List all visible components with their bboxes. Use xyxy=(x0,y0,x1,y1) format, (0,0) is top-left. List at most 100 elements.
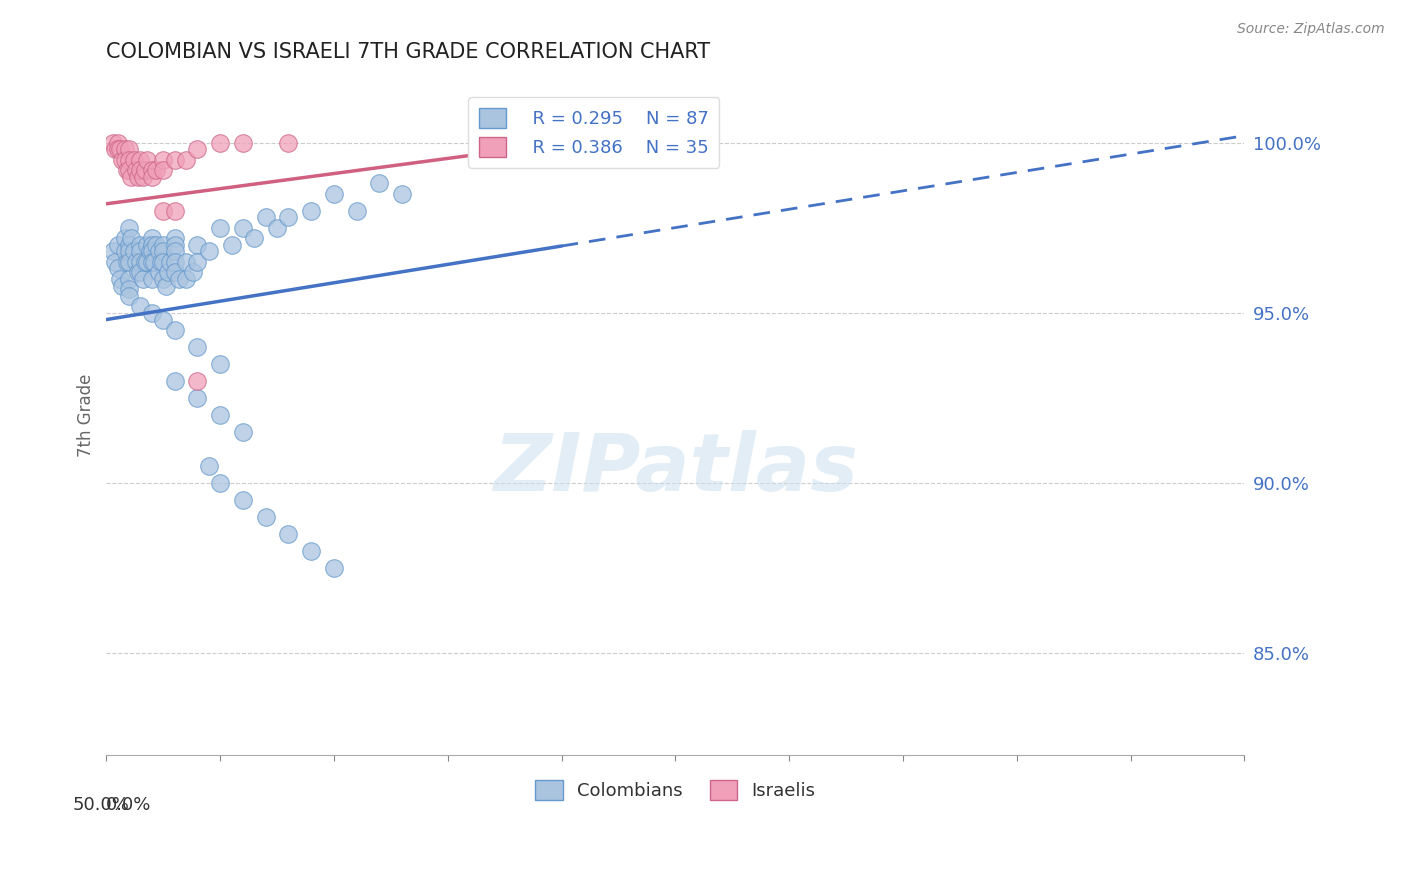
Point xyxy=(346,203,368,218)
Point xyxy=(118,282,141,296)
Point xyxy=(197,244,219,259)
Point xyxy=(107,261,129,276)
Text: 50.0%: 50.0% xyxy=(72,797,129,814)
Point xyxy=(174,271,197,285)
Point xyxy=(115,254,138,268)
Point xyxy=(129,254,152,268)
Point xyxy=(209,357,232,371)
Point xyxy=(118,271,141,285)
Point xyxy=(209,475,232,490)
Point xyxy=(114,153,136,167)
Point xyxy=(323,561,346,575)
Point xyxy=(163,203,186,218)
Point xyxy=(145,237,167,252)
Point xyxy=(152,312,174,326)
Point xyxy=(129,237,152,252)
Point xyxy=(122,153,145,167)
Point xyxy=(232,136,254,150)
Point xyxy=(197,458,219,473)
Point xyxy=(152,244,174,259)
Point xyxy=(111,153,134,167)
Point xyxy=(163,254,186,268)
Point xyxy=(141,306,163,320)
Point xyxy=(108,142,131,156)
Point xyxy=(141,271,163,285)
Y-axis label: 7th Grade: 7th Grade xyxy=(77,373,96,457)
Point xyxy=(209,220,232,235)
Point xyxy=(186,374,208,388)
Point xyxy=(127,169,149,184)
Point xyxy=(391,186,413,201)
Point xyxy=(148,244,170,259)
Point xyxy=(266,220,288,235)
Point xyxy=(125,254,148,268)
Point xyxy=(152,153,174,167)
Point xyxy=(167,271,190,285)
Point xyxy=(141,254,163,268)
Point xyxy=(254,510,277,524)
Point xyxy=(186,237,208,252)
Point xyxy=(141,162,163,177)
Point xyxy=(163,231,186,245)
Point xyxy=(115,162,138,177)
Point xyxy=(186,391,208,405)
Point xyxy=(149,254,172,268)
Point xyxy=(186,254,208,268)
Point xyxy=(368,177,391,191)
Point xyxy=(152,162,174,177)
Point xyxy=(323,186,346,201)
Point xyxy=(141,231,163,245)
Point xyxy=(174,254,197,268)
Point xyxy=(129,244,152,259)
Point xyxy=(118,220,141,235)
Point xyxy=(155,278,177,293)
Point xyxy=(148,265,170,279)
Point xyxy=(129,299,152,313)
Point xyxy=(163,237,186,252)
Point xyxy=(129,153,152,167)
Point xyxy=(181,265,204,279)
Point xyxy=(134,162,156,177)
Point xyxy=(127,265,149,279)
Point xyxy=(132,169,155,184)
Point xyxy=(156,265,179,279)
Text: Source: ZipAtlas.com: Source: ZipAtlas.com xyxy=(1237,22,1385,37)
Point xyxy=(118,289,141,303)
Point xyxy=(107,136,129,150)
Point xyxy=(114,142,136,156)
Point xyxy=(104,254,127,268)
Point xyxy=(120,169,142,184)
Point xyxy=(125,162,148,177)
Legend: Colombians, Israelis: Colombians, Israelis xyxy=(529,773,823,807)
Point xyxy=(122,244,145,259)
Point xyxy=(129,265,152,279)
Point xyxy=(136,153,159,167)
Point xyxy=(118,244,141,259)
Point xyxy=(114,231,136,245)
Point xyxy=(132,271,155,285)
Point xyxy=(232,220,254,235)
Point xyxy=(152,254,174,268)
Point xyxy=(118,162,141,177)
Point xyxy=(143,254,166,268)
Point xyxy=(277,136,299,150)
Point xyxy=(118,237,141,252)
Point xyxy=(101,136,124,150)
Point xyxy=(145,162,167,177)
Point xyxy=(129,162,152,177)
Point xyxy=(299,203,322,218)
Point xyxy=(107,142,129,156)
Point xyxy=(141,244,163,259)
Point xyxy=(159,254,181,268)
Text: ZIPatlas: ZIPatlas xyxy=(494,430,858,508)
Text: 0.0%: 0.0% xyxy=(107,797,152,814)
Point xyxy=(163,265,186,279)
Point xyxy=(232,425,254,439)
Point xyxy=(141,237,163,252)
Point xyxy=(111,278,134,293)
Point xyxy=(104,142,127,156)
Point xyxy=(136,254,159,268)
Point xyxy=(114,244,136,259)
Point xyxy=(152,271,174,285)
Point xyxy=(108,271,131,285)
